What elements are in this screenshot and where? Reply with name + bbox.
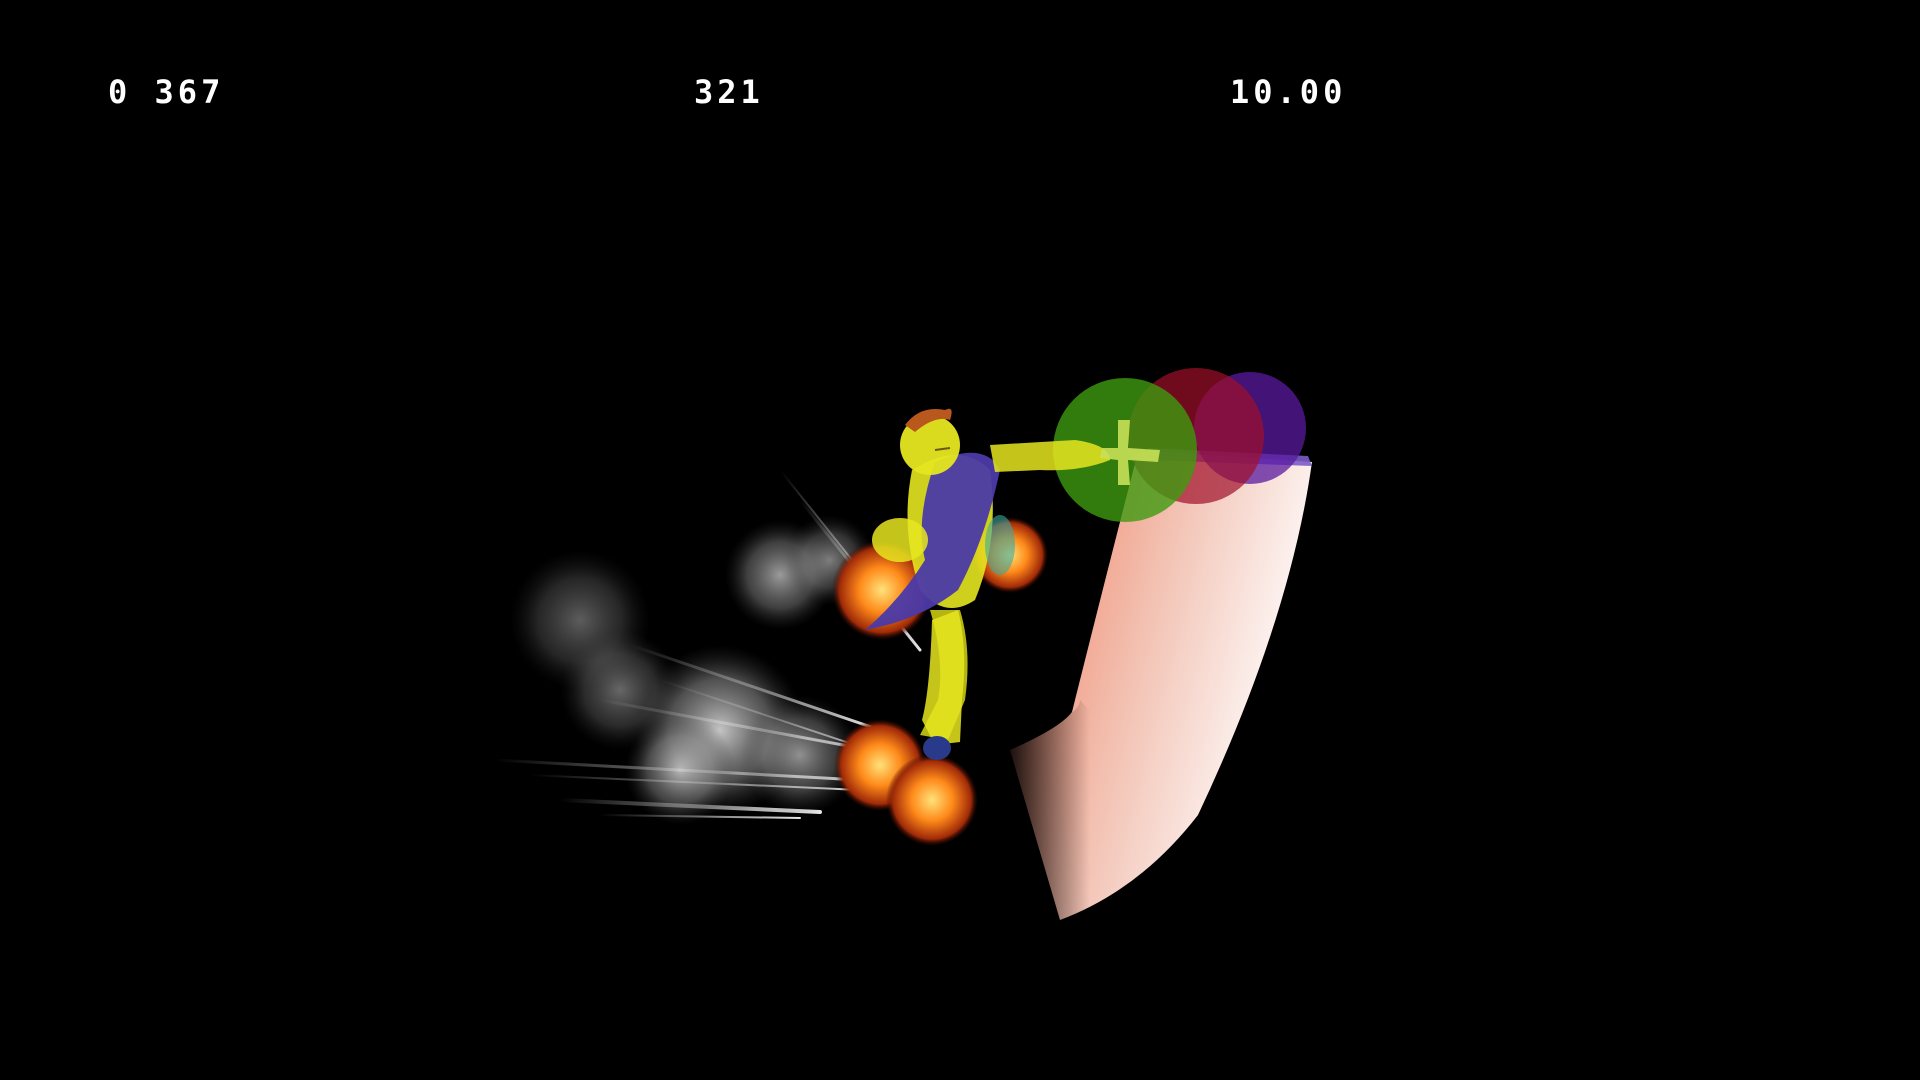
smoke-clouds bbox=[510, 515, 875, 825]
hitbox-bubbles bbox=[1053, 368, 1306, 522]
hud-right-readout: 10.00 bbox=[1230, 73, 1347, 111]
ramp-platform bbox=[1000, 448, 1312, 925]
fighter-cape bbox=[865, 452, 1000, 630]
hud-center-readout: 321 bbox=[694, 73, 764, 111]
hud-left-readout: 0 367 bbox=[108, 73, 225, 111]
sword-hilt bbox=[1100, 420, 1160, 485]
fighter-character bbox=[865, 408, 1160, 760]
fireball bbox=[886, 754, 978, 846]
